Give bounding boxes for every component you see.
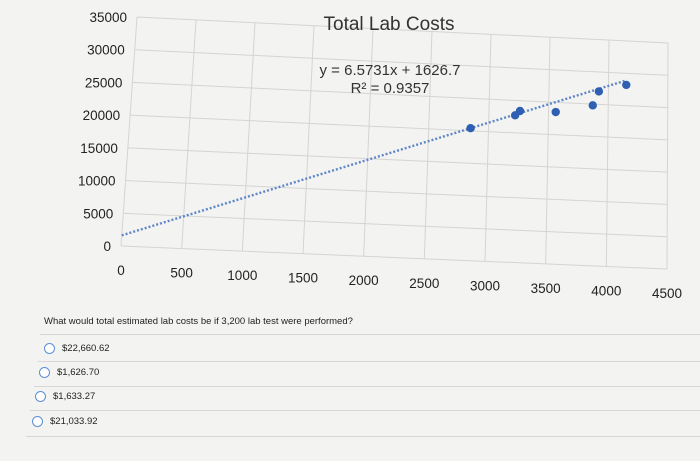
chart-title: Total Lab Costs xyxy=(324,14,455,35)
data-point xyxy=(515,106,525,116)
gridline-vertical xyxy=(181,19,197,249)
option-2[interactable]: $1,626.70 xyxy=(39,367,99,378)
data-point xyxy=(551,107,560,117)
gridline-horizontal xyxy=(123,212,668,238)
data-point xyxy=(622,80,631,90)
gridline-horizontal xyxy=(130,114,668,141)
data-point xyxy=(466,123,475,133)
data-point xyxy=(588,101,597,110)
gridline-vertical xyxy=(363,28,374,257)
option-divider xyxy=(26,436,700,437)
radio-button[interactable] xyxy=(44,343,55,354)
trendline-r-squared: R² = 0.9357 xyxy=(351,80,430,97)
option-4[interactable]: $21,033.92 xyxy=(32,416,98,427)
y-tick-label: 15000 xyxy=(80,141,118,156)
x-tick-label: 1000 xyxy=(227,268,257,283)
option-divider xyxy=(30,410,700,411)
option-3[interactable]: $1,633.27 xyxy=(35,391,95,402)
gridline-vertical xyxy=(241,22,256,252)
gridline-horizontal xyxy=(136,16,669,44)
option-divider xyxy=(34,386,700,387)
x-tick-label: 2000 xyxy=(349,273,379,288)
x-tick-label: 4500 xyxy=(652,286,682,301)
gridline-horizontal xyxy=(120,245,668,270)
gridline-horizontal xyxy=(134,49,668,76)
gridline-vertical xyxy=(120,16,138,247)
option-label: $21,033.92 xyxy=(50,416,98,427)
gridline-vertical xyxy=(423,31,433,259)
radio-button[interactable] xyxy=(35,391,46,402)
option-label: $1,626.70 xyxy=(57,367,100,378)
x-tick-label: 500 xyxy=(170,266,193,281)
trendline-equation: y = 6.5731x + 1626.7 xyxy=(320,62,461,79)
gridline-vertical xyxy=(666,42,669,270)
option-divider xyxy=(40,334,700,335)
y-tick-label: 35000 xyxy=(89,10,127,25)
y-tick-label: 10000 xyxy=(78,174,116,189)
gridline-vertical xyxy=(605,40,610,267)
gridline-horizontal xyxy=(132,81,668,109)
gridline-horizontal xyxy=(127,147,668,173)
x-tick-label: 1500 xyxy=(288,271,318,286)
radio-button[interactable] xyxy=(32,416,43,427)
x-tick-label: 0 xyxy=(117,263,125,278)
x-tick-label: 4000 xyxy=(591,283,621,298)
gridline-vertical xyxy=(484,34,492,262)
y-tick-label: 5000 xyxy=(83,206,113,221)
gridline-vertical xyxy=(545,37,551,264)
option-label: $1,633.27 xyxy=(53,391,96,402)
y-tick-label: 25000 xyxy=(85,75,123,90)
trendline xyxy=(121,79,627,237)
x-tick-label: 3000 xyxy=(470,278,500,293)
chart: 0 5000 10000 15000 20000 25000 30000 35000 0 500 1… xyxy=(78,10,682,301)
y-tick-label: 20000 xyxy=(83,108,121,123)
option-divider xyxy=(38,361,700,362)
data-point xyxy=(594,87,604,96)
option-1[interactable]: $22,660.62 xyxy=(44,343,110,354)
radio-button[interactable] xyxy=(39,367,50,378)
question-text: What would total estimated lab costs be … xyxy=(44,316,353,327)
x-tick-label: 3500 xyxy=(531,281,561,296)
x-tick-label: 2500 xyxy=(409,276,439,291)
gridline-horizontal xyxy=(125,180,668,205)
y-tick-label: 0 xyxy=(103,239,111,254)
option-label: $22,660.62 xyxy=(62,343,110,354)
y-tick-label: 30000 xyxy=(87,43,125,58)
gridline-vertical xyxy=(302,25,315,254)
